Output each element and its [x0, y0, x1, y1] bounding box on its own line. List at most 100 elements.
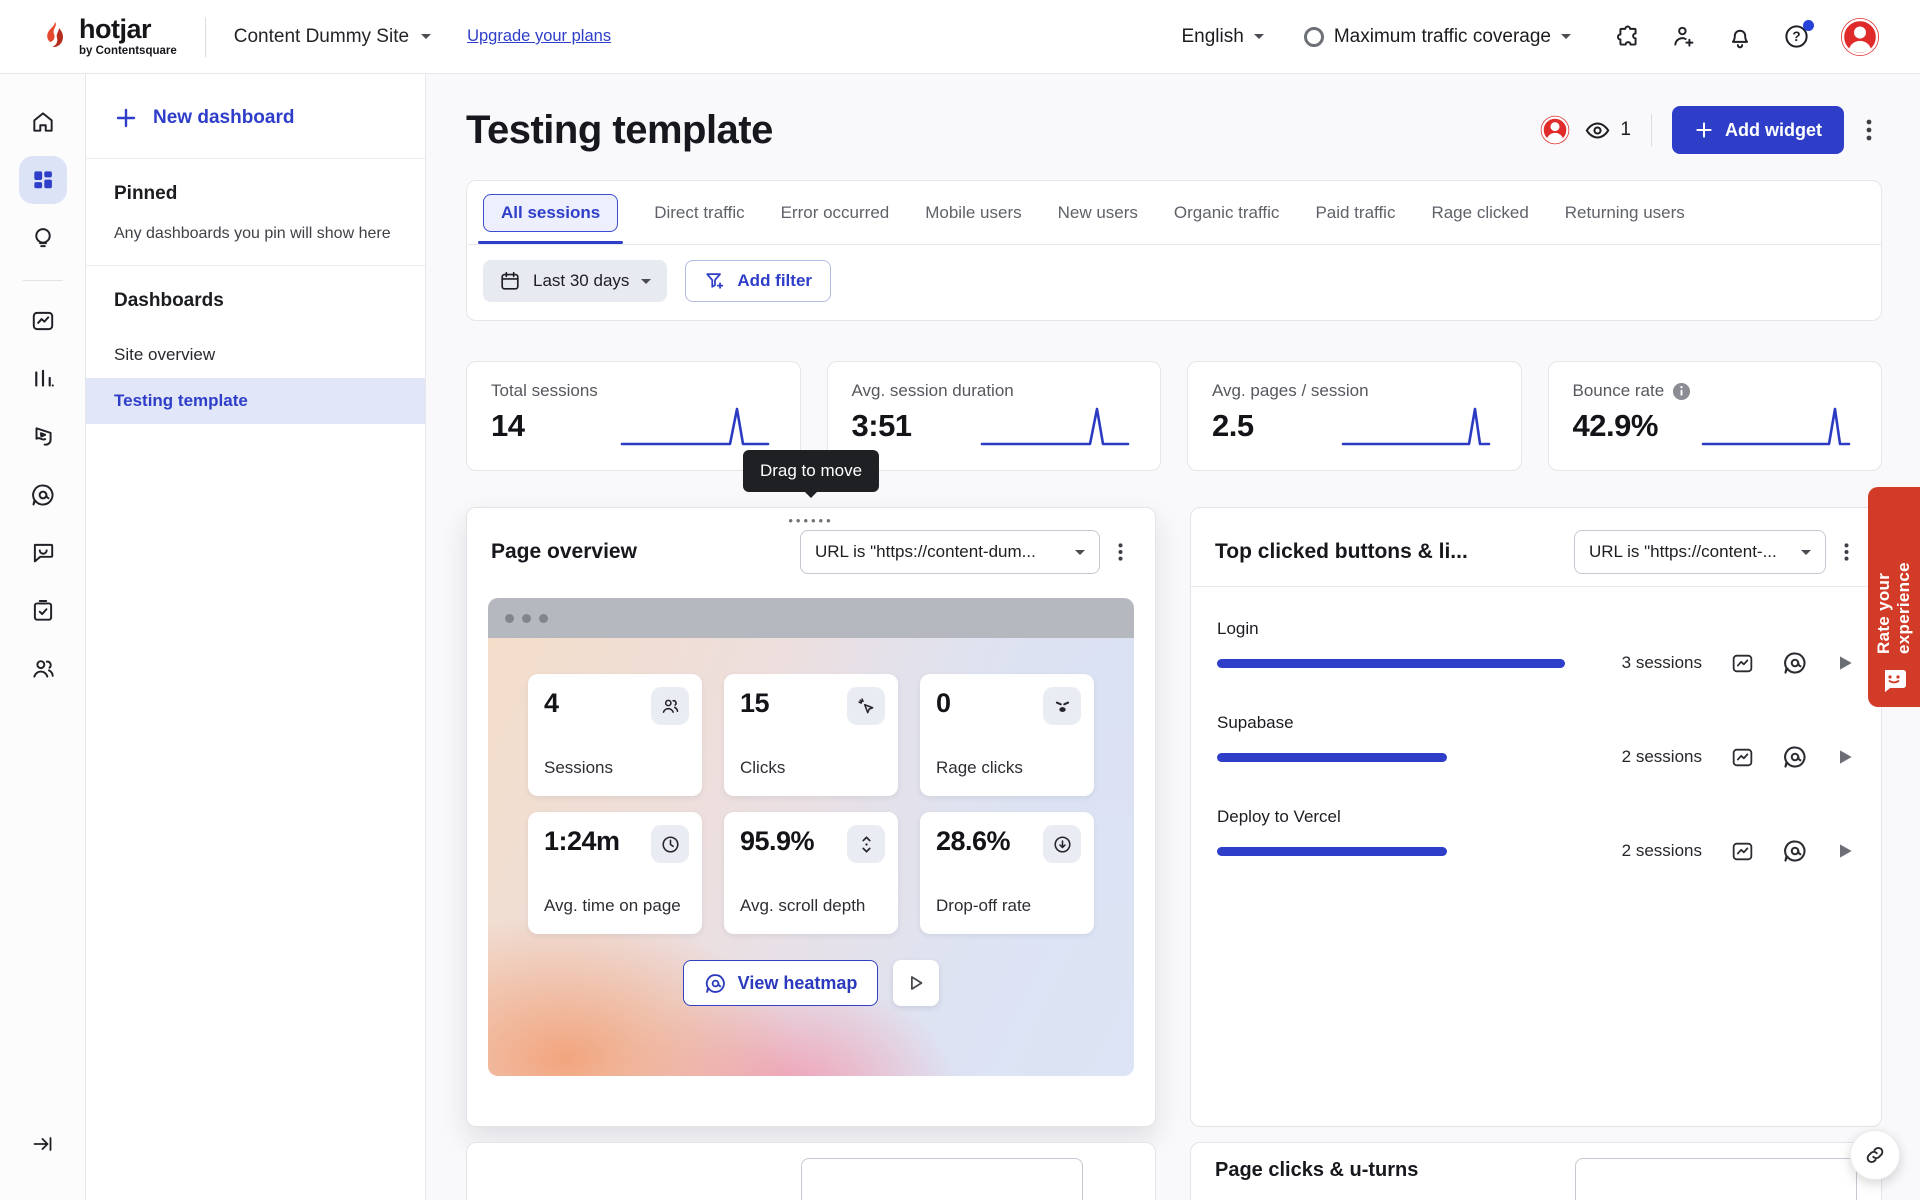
clicked-element-row: Deploy to Vercel 2 sessions — [1217, 807, 1855, 864]
hotjar-logo[interactable]: hotjar by Contentsquare — [42, 15, 177, 58]
pinned-heading: Pinned — [114, 183, 178, 204]
notifications-bell-icon[interactable] — [1727, 24, 1753, 50]
highlights-bulb-icon[interactable] — [19, 214, 67, 262]
avatar[interactable] — [1840, 17, 1880, 57]
sidebar-item-testing-template[interactable]: Testing template — [86, 378, 425, 424]
play-icon[interactable] — [1835, 747, 1855, 767]
tab-all-sessions[interactable]: All sessions — [477, 193, 624, 244]
tab-direct-traffic[interactable]: Direct traffic — [654, 202, 745, 222]
widget-kebab-menu-icon[interactable] — [1108, 535, 1133, 569]
widget-kebab-menu-icon[interactable] — [1834, 535, 1859, 569]
kpi-bounce-rate: Bounce rate 42.9% — [1547, 361, 1882, 471]
dashboards-grid-icon[interactable] — [18, 156, 67, 204]
sessions-bar — [1217, 658, 1565, 668]
help-icon[interactable]: ? — [1783, 20, 1814, 50]
surveys-clipboard-icon[interactable] — [19, 587, 67, 635]
url-filter-select[interactable] — [801, 1158, 1083, 1200]
tab-mobile-users[interactable]: Mobile users — [925, 202, 1022, 222]
users-icon — [651, 687, 689, 725]
sessions-bar — [1217, 752, 1447, 762]
icon-rail — [0, 74, 86, 1200]
brand-subtitle: by Contentsquare — [79, 44, 177, 57]
heatmap-icon[interactable] — [1782, 744, 1808, 770]
sparkline — [620, 407, 769, 446]
chevron-down-icon — [1801, 549, 1811, 560]
tab-error-occurred[interactable]: Error occurred — [780, 202, 890, 222]
interviews-users-icon[interactable] — [19, 645, 67, 693]
tab-returning-users[interactable]: Returning users — [1564, 202, 1685, 222]
kpi-avg-session-duration: Avg. session duration 3:51 — [826, 361, 1161, 471]
tab-organic-traffic[interactable]: Organic traffic — [1173, 202, 1280, 222]
clicked-element-row: Login 3 sessions — [1217, 619, 1855, 676]
tab-rage-clicked[interactable]: Rage clicked — [1431, 202, 1529, 222]
heatmap-icon — [705, 973, 725, 993]
main-content: Testing template 1 — [426, 74, 1920, 1200]
kpi-cards: Total sessions 14 Avg. session duration … — [466, 361, 1882, 471]
url-filter-select[interactable]: URL is "https://content-... — [1574, 530, 1826, 574]
notification-dot — [1803, 20, 1814, 31]
widget-title: Top clicked buttons & li... — [1215, 540, 1468, 563]
heatmap-icon[interactable] — [1782, 838, 1808, 864]
date-range-selector[interactable]: Last 30 days — [483, 260, 668, 302]
play-icon[interactable] — [1835, 653, 1855, 673]
heatmaps-icon[interactable] — [19, 471, 67, 519]
journeys-flag-icon[interactable] — [19, 413, 67, 461]
trends-icon[interactable] — [1730, 651, 1755, 676]
add-widget-button[interactable]: Add widget — [1672, 106, 1844, 154]
chevron-down-icon — [1561, 34, 1571, 44]
info-icon[interactable] — [1672, 382, 1691, 401]
header-divider — [204, 16, 206, 57]
integrations-puzzle-icon[interactable] — [1615, 24, 1641, 50]
widget-title: Page clicks & u-turns — [1215, 1159, 1419, 1181]
drag-handle[interactable]: •••••• — [788, 513, 834, 528]
site-selector[interactable]: Content Dummy Site — [234, 26, 432, 48]
play-session-button[interactable] — [893, 960, 940, 1006]
language-selector[interactable]: English — [1182, 26, 1264, 48]
feedback-bubble-icon[interactable] — [19, 529, 67, 577]
hotjar-flame-icon — [42, 20, 70, 54]
tab-new-users[interactable]: New users — [1057, 202, 1138, 222]
segments-panel: All sessions Direct traffic Error occurr… — [466, 180, 1882, 321]
top-bar: hotjar by Contentsquare Content Dummy Si… — [0, 0, 1920, 74]
svg-text:?: ? — [1792, 29, 1800, 44]
metric-tile-drop-off: 28.6% Drop-off rate — [920, 812, 1094, 934]
new-dashboard-button[interactable]: New dashboard — [86, 74, 425, 159]
clock-icon — [651, 825, 689, 863]
invite-user-icon[interactable] — [1671, 24, 1697, 50]
page-overview-widget: Drag to move •••••• Page overview URL is… — [466, 450, 1156, 1127]
chevron-down-icon — [1253, 34, 1264, 44]
plus-icon — [1696, 122, 1712, 138]
copy-link-button[interactable] — [1850, 1130, 1900, 1180]
funnels-bars-icon[interactable] — [19, 355, 67, 403]
page-kebab-menu-icon[interactable] — [1856, 112, 1882, 148]
metric-tile-sessions: 4 Sessions — [528, 674, 702, 796]
chevron-down-icon — [641, 278, 652, 289]
collapse-icon[interactable] — [19, 1120, 67, 1168]
url-filter-select[interactable]: URL is "https://content-dum... — [800, 530, 1100, 574]
sidebar-item-site-overview[interactable]: Site overview — [114, 345, 216, 364]
trends-icon[interactable] — [1730, 839, 1755, 864]
view-heatmap-button[interactable]: View heatmap — [682, 960, 879, 1006]
upgrade-plans-link[interactable]: Upgrade your plans — [467, 27, 612, 45]
rate-experience-tab[interactable]: Rate your experience — [1868, 487, 1920, 707]
traffic-coverage-selector[interactable]: Maximum traffic coverage — [1303, 26, 1571, 48]
cursor-click-icon — [847, 687, 885, 725]
trends-chart-icon[interactable] — [19, 297, 67, 345]
add-filter-button[interactable]: Add filter — [685, 260, 832, 302]
coverage-ring-icon — [1303, 26, 1324, 47]
rail-divider — [22, 280, 63, 281]
scroll-depth-icon — [847, 825, 885, 863]
drop-off-icon — [1043, 825, 1081, 863]
tab-paid-traffic[interactable]: Paid traffic — [1315, 202, 1396, 222]
url-filter-select[interactable] — [1575, 1158, 1857, 1200]
play-icon — [911, 976, 923, 990]
browser-chrome — [488, 598, 1134, 638]
segment-tabs: All sessions Direct traffic Error occurr… — [467, 181, 1881, 245]
link-icon — [1866, 1146, 1884, 1164]
widget-title: Page overview — [491, 540, 637, 563]
home-icon[interactable] — [19, 98, 67, 146]
heatmap-icon[interactable] — [1782, 650, 1808, 676]
trends-icon[interactable] — [1730, 745, 1755, 770]
play-icon[interactable] — [1835, 841, 1855, 861]
